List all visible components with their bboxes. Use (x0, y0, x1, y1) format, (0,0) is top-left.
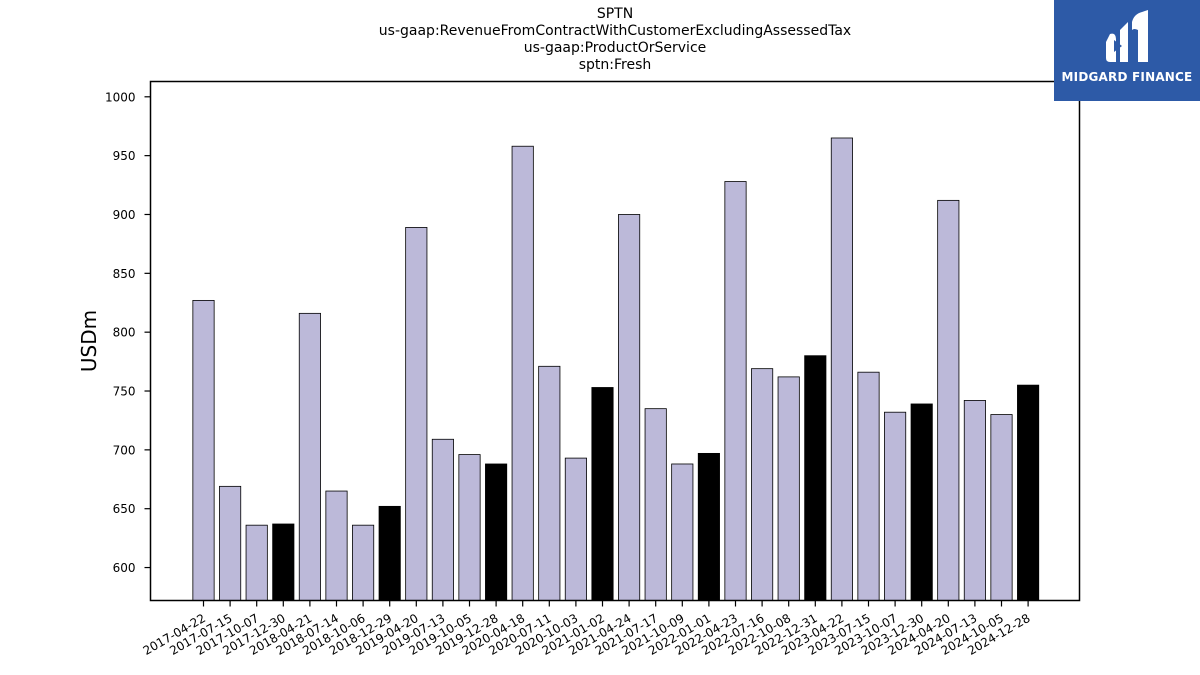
x-axis: 2017-04-222017-07-152017-10-072017-12-30… (141, 600, 1033, 658)
y-tick-label: 1000 (105, 90, 136, 104)
bar (192, 299, 215, 601)
bar (352, 524, 375, 601)
bar (697, 452, 720, 601)
bar (857, 371, 880, 601)
bar (591, 387, 614, 601)
bar (751, 368, 774, 601)
bar (219, 485, 242, 601)
bar (325, 490, 348, 601)
brand-logo: MIDGARD FINANCE (1054, 0, 1200, 101)
bar (618, 214, 641, 601)
chart-title: SPTN (596, 6, 634, 22)
bar (804, 355, 827, 601)
bar-series (192, 137, 1040, 601)
y-tick-label: 700 (113, 443, 136, 457)
bar (458, 454, 481, 601)
bar (245, 524, 268, 601)
bar (644, 408, 667, 601)
chart-subtitle-member: sptn:Fresh (578, 57, 652, 73)
y-tick-label: 850 (113, 267, 136, 281)
bar (963, 400, 986, 601)
midgard-logo-icon (1106, 10, 1148, 62)
y-tick-label: 900 (113, 208, 136, 222)
chart-title-block: SPTN us-gaap:RevenueFromContractWithCust… (0, 6, 1200, 74)
y-axis-label: USDm (77, 310, 101, 372)
brand-name: MIDGARD FINANCE (1061, 70, 1193, 84)
y-tick-label: 650 (113, 502, 136, 516)
y-axis: 600 650 700 750 800 850 900 950 1000 (105, 90, 151, 575)
bar (990, 414, 1013, 601)
bar (1017, 384, 1040, 601)
bar (405, 227, 428, 601)
plot-frame (149, 80, 1081, 602)
bar (724, 181, 747, 601)
bar (777, 376, 800, 601)
bar (298, 312, 321, 601)
y-tick-label: 600 (113, 561, 136, 575)
bar (830, 137, 853, 601)
bar (431, 438, 454, 601)
y-tick-label: 750 (113, 385, 136, 399)
chart-subtitle-axis: us-gaap:ProductOrService (523, 40, 707, 56)
bar (378, 505, 401, 601)
bar (511, 145, 534, 601)
bar (910, 403, 933, 601)
chart-subtitle-concept: us-gaap:RevenueFromContractWithCustomerE… (378, 23, 852, 39)
y-tick-label: 800 (113, 326, 136, 340)
y-tick-label: 950 (113, 149, 136, 163)
bar (671, 463, 694, 601)
bar (937, 199, 960, 601)
bar (884, 411, 907, 601)
bar (485, 463, 508, 601)
bar (564, 457, 587, 601)
bar (272, 523, 295, 601)
bar (538, 365, 561, 601)
